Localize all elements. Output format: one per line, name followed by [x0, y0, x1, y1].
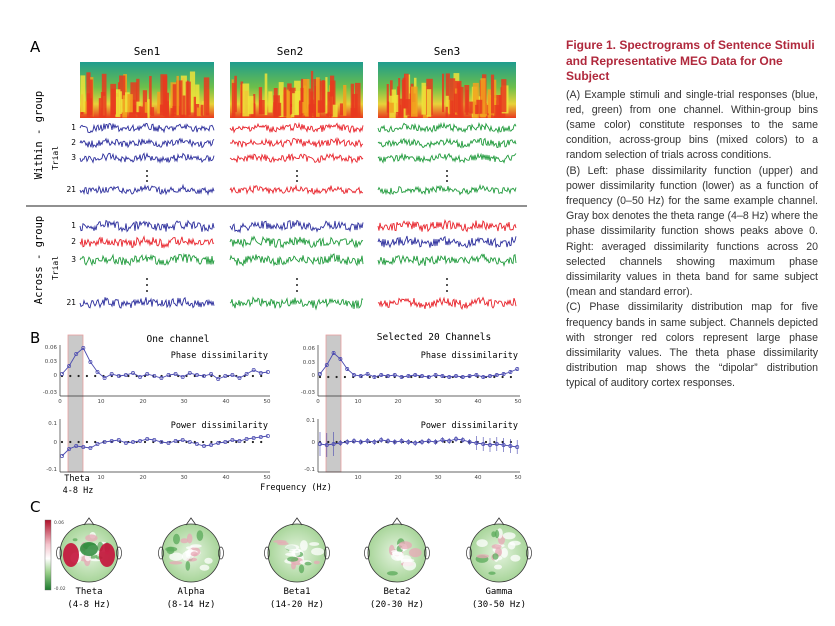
- column-header-sen2: Sen2: [277, 45, 304, 58]
- caption-paragraph-a: (A) Example stimuli and single-trial res…: [566, 88, 818, 162]
- topomap-range-beta2: (20-30 Hz): [370, 600, 424, 610]
- spectrogram-sen2: [230, 62, 363, 118]
- svg-text:40: 40: [475, 399, 482, 405]
- caption-paragraph-b: (B) Left: phase dissimilarity function (…: [566, 164, 818, 299]
- svg-text:0: 0: [312, 373, 316, 379]
- colorbar-top-label: 0.06: [54, 520, 64, 526]
- panel-b-axes: [59, 345, 520, 473]
- svg-text:20: 20: [140, 399, 147, 405]
- svg-text:-0.03: -0.03: [301, 390, 316, 396]
- svg-text:0.03: 0.03: [45, 359, 58, 365]
- svg-text:10: 10: [98, 399, 105, 405]
- colorbar-bottom-label: -0.02: [54, 586, 66, 592]
- svg-text:40: 40: [475, 475, 482, 481]
- panel-label-a: A: [30, 38, 41, 56]
- svg-text:30: 30: [181, 475, 188, 481]
- svg-text:50: 50: [515, 399, 522, 405]
- svg-text:30: 30: [435, 399, 442, 405]
- trial-number-within-3: 3: [71, 153, 76, 162]
- topomap-labels: Theta (4-8 Hz) Alpha (8-14 Hz) Beta1 (14…: [67, 587, 526, 610]
- topomap-label-beta2: Beta2: [383, 587, 410, 597]
- svg-text:30: 30: [435, 475, 442, 481]
- svg-text:20: 20: [395, 475, 402, 481]
- colorbar: 0.06 -0.02: [44, 519, 66, 592]
- frequency-axis-label: Frequency (Hz): [260, 483, 332, 493]
- trial-number-across-21: 21: [66, 298, 76, 307]
- svg-text:0.06: 0.06: [45, 345, 58, 351]
- trial-number-across-3: 3: [71, 255, 76, 264]
- topomap-gamma: [466, 517, 532, 583]
- spectrogram-sen1: [80, 62, 214, 118]
- topomap-beta2: [364, 517, 430, 583]
- row-label-within-group: Within - group: [33, 91, 45, 180]
- svg-text:20: 20: [395, 399, 402, 405]
- svg-text:10: 10: [355, 475, 362, 481]
- panel-b-yticks: 0.06 0.03 0 -0.03 0.06 0.03 0 -0.03 0.1 …: [43, 345, 316, 473]
- column-header-sen1: Sen1: [134, 45, 161, 58]
- theta-range-label: 4-8 Hz: [63, 486, 94, 496]
- svg-text:20: 20: [140, 475, 147, 481]
- svg-text:-0.1: -0.1: [304, 467, 315, 473]
- svg-text:-0.03: -0.03: [43, 390, 58, 396]
- topomap-label-alpha: Alpha: [177, 587, 204, 597]
- svg-text:0: 0: [54, 373, 58, 379]
- theta-label: Theta: [64, 474, 90, 484]
- trial-number-within-1: 1: [71, 123, 76, 132]
- dissimilarity-curves: [60, 346, 520, 458]
- topomap-label-gamma: Gamma: [485, 587, 512, 597]
- caption-paragraph-c: (C) Phase dissimilarity distribution map…: [566, 301, 818, 390]
- trial-number-across-2: 2: [71, 237, 76, 246]
- svg-text:0.03: 0.03: [303, 360, 316, 366]
- topomap-label-theta: Theta: [75, 587, 102, 597]
- panel-label-b: B: [30, 329, 40, 347]
- figure-svg: A B C Sen1 Sen2 Sen3 Within - group Acro…: [26, 38, 532, 610]
- svg-text:50: 50: [264, 399, 271, 405]
- panel-b-left-title: One channel: [147, 334, 210, 345]
- svg-text:30: 30: [181, 399, 188, 405]
- topomap-range-theta: (4-8 Hz): [67, 600, 110, 610]
- svg-text:0.1: 0.1: [306, 418, 315, 424]
- ellipsis-dots: [146, 170, 448, 292]
- svg-text:0: 0: [316, 399, 320, 405]
- svg-text:10: 10: [98, 475, 105, 481]
- topomap-range-alpha: (8-14 Hz): [167, 600, 216, 610]
- svg-text:50: 50: [264, 475, 271, 481]
- figure: A B C Sen1 Sen2 Sen3 Within - group Acro…: [26, 38, 532, 610]
- phase-label-left: Phase dissimilarity: [171, 351, 268, 361]
- trial-label-within: Trial: [51, 146, 60, 170]
- svg-text:10: 10: [355, 399, 362, 405]
- column-header-sen3: Sen3: [434, 45, 461, 58]
- topomap-range-beta1: (14-20 Hz): [270, 600, 324, 610]
- power-label-right: Power dissimilarity: [421, 421, 518, 431]
- trial-number-within-2: 2: [71, 138, 76, 147]
- topomap-beta1: [264, 517, 330, 583]
- trial-number-across-1: 1: [71, 221, 76, 230]
- topomap-range-gamma: (30-50 Hz): [472, 600, 526, 610]
- svg-text:-0.1: -0.1: [46, 467, 57, 473]
- caption-title: Figure 1. Spectrograms of Sentence Stimu…: [566, 38, 815, 83]
- panel-b-right-title: Selected 20 Channels: [377, 332, 491, 343]
- topomap-alpha: [158, 517, 224, 583]
- trial-number-within-21: 21: [66, 185, 76, 194]
- svg-text:40: 40: [223, 475, 230, 481]
- row-label-across-group: Across - group: [33, 216, 45, 305]
- power-label-left: Power dissimilarity: [171, 421, 268, 431]
- svg-text:40: 40: [223, 399, 230, 405]
- topomap-theta: [56, 517, 122, 583]
- figure-caption: Figure 1. Spectrograms of Sentence Stimu…: [566, 38, 818, 392]
- svg-text:0: 0: [58, 399, 62, 405]
- panel-label-c: C: [30, 498, 40, 516]
- panel-b-xticks: 0 10 20 30 40 50 0 10 20 30 40 50 10 20 30 40 50 10 20 3…: [58, 399, 522, 481]
- topography-maps: [56, 517, 532, 583]
- svg-text:0: 0: [54, 440, 58, 446]
- topomap-label-beta1: Beta1: [283, 587, 310, 597]
- trial-label-across: Trial: [51, 256, 60, 280]
- spectrogram-sen3: [378, 62, 516, 118]
- svg-text:0.06: 0.06: [303, 346, 316, 352]
- svg-text:0.1: 0.1: [48, 421, 57, 427]
- single-trial-traces: [79, 121, 517, 311]
- svg-text:0: 0: [312, 440, 316, 446]
- phase-label-right: Phase dissimilarity: [421, 351, 518, 361]
- svg-text:50: 50: [515, 475, 522, 481]
